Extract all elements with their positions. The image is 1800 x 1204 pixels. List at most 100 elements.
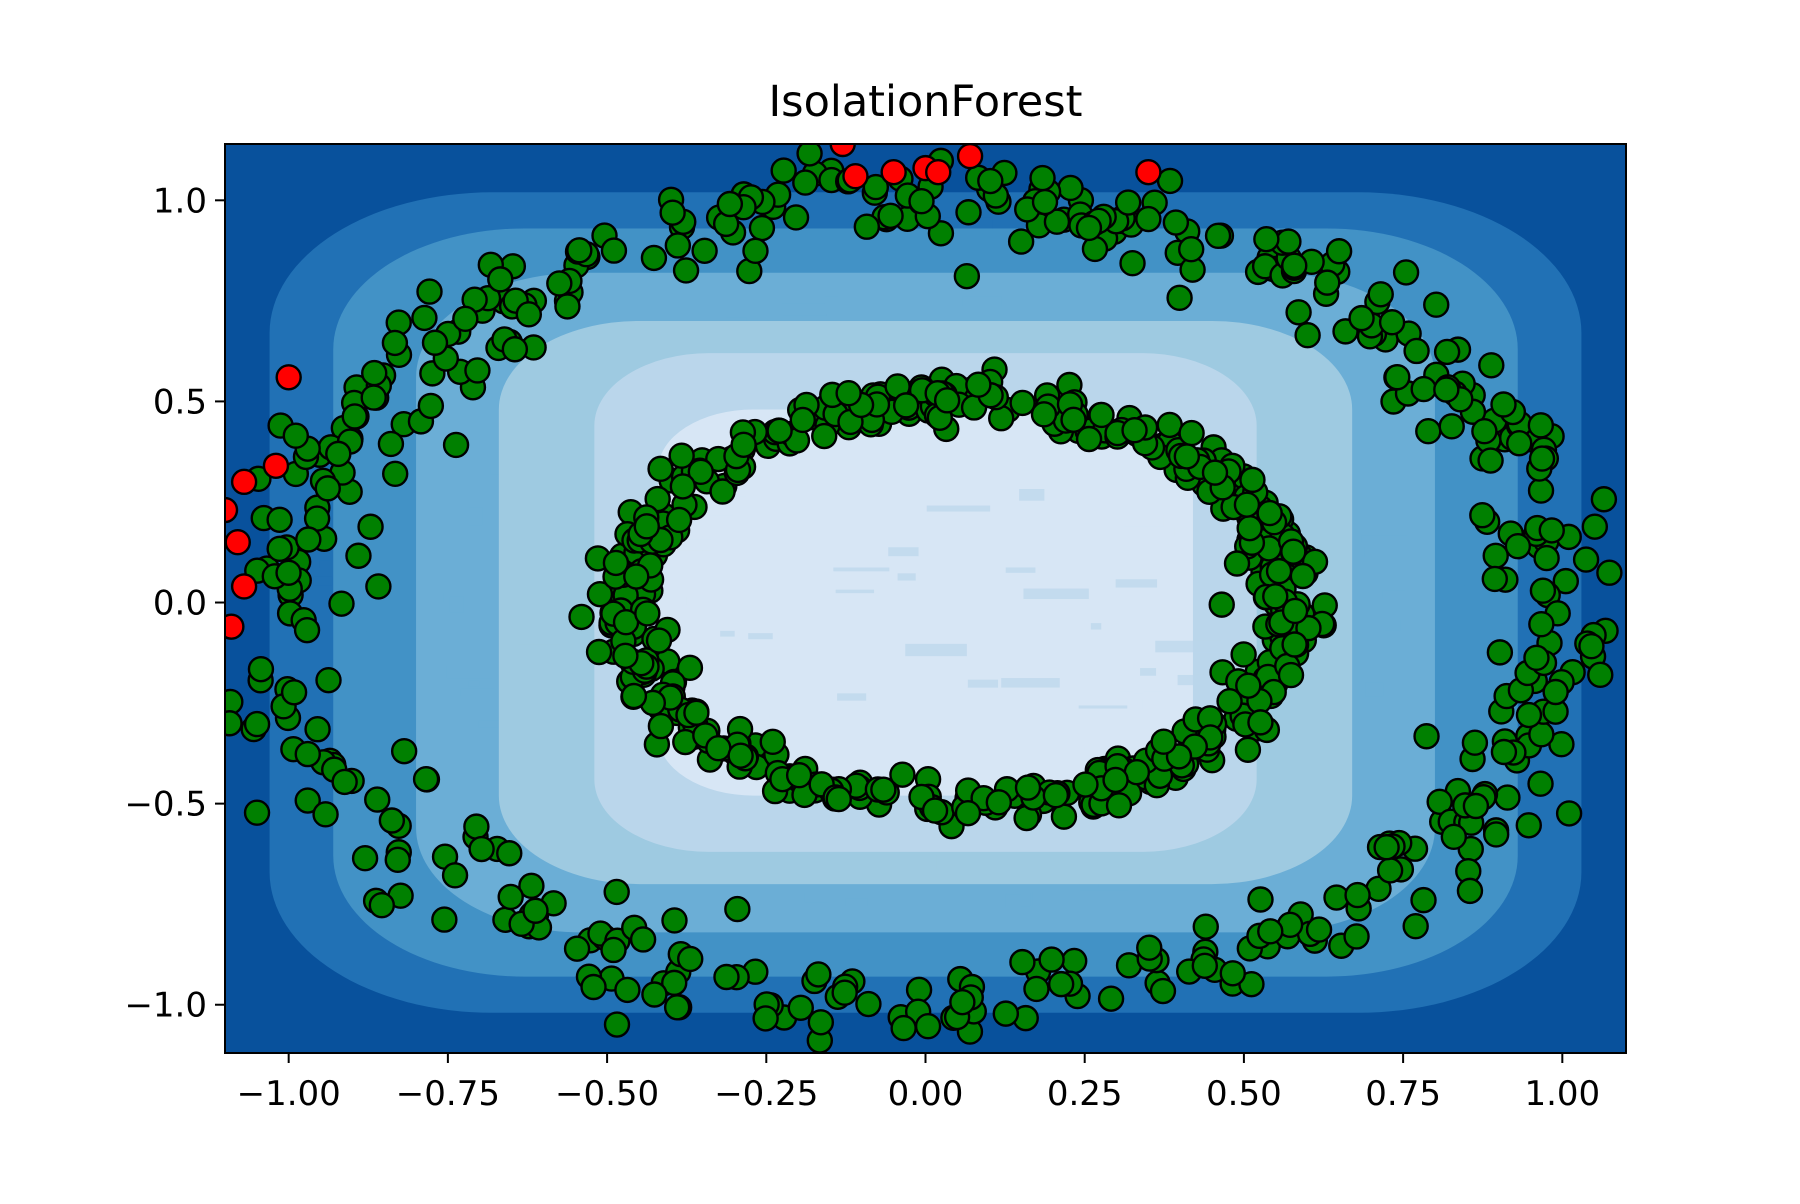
inlier-point	[331, 768, 358, 796]
inlier-point	[563, 935, 591, 962]
contour-band	[1192, 695, 1211, 705]
inlier-point	[554, 293, 581, 320]
inlier-point	[314, 475, 341, 502]
inlier-point	[312, 801, 339, 828]
contour-band	[782, 303, 827, 316]
inlier-point	[225, 710, 243, 737]
inlier-point	[1403, 337, 1430, 365]
inlier-point	[1527, 412, 1555, 439]
inlier-point	[727, 742, 754, 769]
contour-band	[1286, 510, 1302, 517]
inlier-point	[1469, 502, 1496, 529]
inlier-point	[965, 371, 992, 398]
inlier-point	[1376, 857, 1404, 884]
inlier-point	[1102, 766, 1129, 794]
inlier-point	[805, 961, 832, 988]
inlier-point	[1234, 736, 1262, 763]
inlier-point	[1490, 391, 1517, 418]
contour-band	[1019, 489, 1045, 501]
contour-band	[908, 253, 926, 264]
inlier-point	[1277, 661, 1305, 689]
inlier-point	[1149, 977, 1177, 1005]
inlier-point	[659, 199, 686, 226]
inlier-point	[612, 642, 639, 670]
inlier-point	[411, 304, 438, 332]
y-tick-label: 1.0	[153, 181, 207, 221]
contour-band	[922, 827, 936, 837]
scatter-points	[225, 144, 1623, 1053]
inlier-point	[1314, 269, 1341, 296]
outlier-point	[925, 158, 952, 186]
inlier-point	[1542, 678, 1569, 706]
inlier-point	[1325, 238, 1353, 265]
inlier-point	[1178, 419, 1205, 447]
inlier-point	[1596, 559, 1623, 586]
inlier-point	[1482, 821, 1510, 848]
inlier-point	[676, 654, 704, 682]
inlier-point	[1031, 188, 1059, 216]
outlier-point	[956, 144, 984, 170]
contour-band	[1177, 674, 1204, 686]
inlier-point	[266, 535, 293, 563]
contour-band	[1119, 684, 1164, 692]
inlier-point	[691, 237, 718, 264]
outlier-point	[262, 452, 290, 479]
inlier-point	[1471, 418, 1498, 445]
inlier-point	[1281, 252, 1308, 279]
contour-band	[1303, 576, 1331, 589]
inlier-point	[1192, 913, 1219, 940]
inlier-point	[1587, 661, 1614, 689]
inlier-point	[325, 440, 352, 468]
inlier-point	[1440, 823, 1468, 851]
inlier-point	[1482, 542, 1509, 569]
inlier-point	[954, 799, 982, 827]
inlier-point	[1538, 517, 1565, 544]
contour-band	[658, 409, 1193, 796]
inlier-point	[1528, 610, 1555, 638]
inlier-point	[1438, 413, 1465, 440]
contour-band	[1452, 603, 1489, 613]
contour-band	[835, 589, 875, 594]
contour-band	[319, 560, 332, 569]
contour-band	[1459, 566, 1478, 582]
inlier-point	[416, 278, 443, 305]
inlier-point	[468, 835, 495, 863]
inlier-point	[600, 237, 628, 264]
inlier-point	[1343, 923, 1370, 950]
inlier-point	[1578, 632, 1605, 660]
inlier-point	[566, 237, 593, 264]
inlier-point	[1285, 299, 1312, 326]
inlier-point	[766, 417, 793, 444]
inlier-point	[304, 716, 331, 743]
inlier-point	[602, 549, 630, 577]
inlier-point	[683, 699, 710, 726]
inlier-point	[664, 232, 692, 259]
contour-band	[1361, 535, 1407, 543]
outlier-point	[225, 613, 245, 640]
contour-band	[460, 688, 495, 696]
inlier-point	[377, 430, 405, 458]
inlier-point	[1075, 425, 1103, 453]
inlier-point	[1262, 583, 1289, 610]
contour-band	[453, 541, 475, 559]
inlier-point	[796, 144, 823, 167]
inlier-point	[1373, 834, 1400, 861]
y-tick-label: 0.0	[153, 584, 207, 624]
inlier-point	[294, 740, 321, 768]
inlier-point	[1156, 167, 1184, 195]
inlier-point	[1281, 597, 1309, 625]
inlier-point	[1230, 641, 1257, 668]
inlier-point	[672, 257, 700, 284]
outlier-point	[225, 528, 251, 556]
outlier-point	[880, 158, 907, 186]
inlier-point	[853, 213, 881, 240]
inlier-point	[687, 458, 715, 486]
inlier-point	[1280, 538, 1307, 565]
inlier-point	[266, 506, 293, 533]
contour-band	[1090, 623, 1102, 630]
inlier-point	[955, 199, 982, 226]
inlier-point	[629, 926, 657, 953]
inlier-point	[1072, 771, 1099, 798]
contour-band	[833, 567, 890, 572]
contour-band	[853, 939, 870, 950]
